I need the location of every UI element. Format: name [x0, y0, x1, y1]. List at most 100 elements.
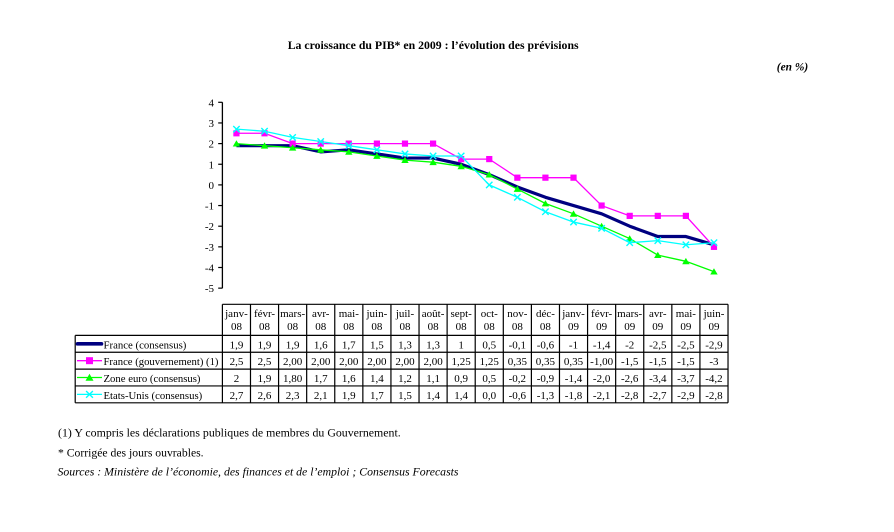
- svg-text:-2,5: -2,5: [677, 339, 695, 351]
- svg-text:08: 08: [371, 321, 383, 333]
- svg-text:-1,8: -1,8: [565, 390, 583, 402]
- svg-text:1,4: 1,4: [454, 390, 468, 402]
- svg-text:1,25: 1,25: [452, 356, 472, 368]
- svg-text:juin-: juin-: [365, 308, 387, 320]
- svg-text:janv-: janv-: [561, 308, 585, 320]
- svg-text:08: 08: [456, 321, 468, 333]
- svg-text:-2,9: -2,9: [705, 339, 723, 351]
- svg-text:1,9: 1,9: [230, 339, 244, 351]
- svg-text:janv-: janv-: [224, 308, 248, 320]
- svg-text:4: 4: [209, 97, 215, 109]
- svg-text:juil-: juil-: [395, 308, 415, 320]
- svg-text:0,5: 0,5: [482, 373, 496, 385]
- svg-text:1,9: 1,9: [286, 339, 300, 351]
- svg-text:La croissance du PIB* en 2009: La croissance du PIB* en 2009 : l’évolut…: [288, 38, 579, 52]
- svg-text:2,1: 2,1: [314, 390, 328, 402]
- svg-text:-5: -5: [205, 283, 215, 295]
- svg-text:-2: -2: [625, 339, 634, 351]
- svg-text:avr-: avr-: [312, 308, 330, 320]
- svg-text:-3: -3: [709, 356, 719, 368]
- svg-text:avr-: avr-: [649, 308, 667, 320]
- svg-text:1,9: 1,9: [258, 339, 272, 351]
- svg-text:déc-: déc-: [536, 308, 555, 320]
- svg-text:-0,2: -0,2: [509, 373, 526, 385]
- svg-text:mai-: mai-: [339, 308, 359, 320]
- svg-text:2,7: 2,7: [230, 390, 244, 402]
- svg-text:2,6: 2,6: [258, 390, 272, 402]
- svg-text:2,00: 2,00: [311, 356, 331, 368]
- svg-text:-1,4: -1,4: [565, 373, 583, 385]
- svg-text:09: 09: [652, 321, 664, 333]
- svg-text:France (consensus): France (consensus): [104, 339, 187, 351]
- svg-text:1,7: 1,7: [342, 339, 356, 351]
- svg-text:08: 08: [484, 321, 496, 333]
- svg-text:-3,4: -3,4: [649, 373, 667, 385]
- svg-text:-1,5: -1,5: [677, 356, 695, 368]
- svg-text:08: 08: [512, 321, 524, 333]
- svg-text:août-: août-: [422, 308, 445, 320]
- svg-text:2,00: 2,00: [283, 356, 303, 368]
- svg-text:1,2: 1,2: [398, 373, 412, 385]
- svg-text:0,35: 0,35: [508, 356, 528, 368]
- svg-text:08: 08: [231, 321, 243, 333]
- svg-text:1,80: 1,80: [283, 373, 303, 385]
- svg-text:09: 09: [596, 321, 608, 333]
- svg-text:09: 09: [624, 321, 636, 333]
- svg-text:juin-: juin-: [703, 308, 725, 320]
- svg-text:-1,5: -1,5: [649, 356, 667, 368]
- svg-text:2,00: 2,00: [423, 356, 443, 368]
- svg-text:2,00: 2,00: [395, 356, 415, 368]
- svg-text:-1,4: -1,4: [593, 339, 611, 351]
- svg-text:1,4: 1,4: [426, 390, 440, 402]
- svg-text:-2,8: -2,8: [705, 390, 723, 402]
- svg-text:1,5: 1,5: [398, 390, 412, 402]
- svg-text:09: 09: [708, 321, 720, 333]
- svg-text:-1,3: -1,3: [537, 390, 555, 402]
- svg-text:-0,6: -0,6: [509, 390, 527, 402]
- svg-text:1: 1: [458, 339, 464, 351]
- svg-text:2,3: 2,3: [286, 390, 300, 402]
- svg-text:08: 08: [540, 321, 552, 333]
- svg-text:08: 08: [343, 321, 355, 333]
- svg-text:-2,5: -2,5: [649, 339, 667, 351]
- svg-text:1,9: 1,9: [342, 390, 356, 402]
- svg-text:-3,7: -3,7: [677, 373, 695, 385]
- svg-text:Etats-Unis (consensus): Etats-Unis (consensus): [104, 390, 203, 402]
- svg-text:1,7: 1,7: [370, 390, 384, 402]
- svg-text:-2,7: -2,7: [649, 390, 667, 402]
- svg-text:févr-: févr-: [254, 308, 275, 320]
- svg-text:mars-: mars-: [280, 308, 305, 320]
- svg-text:-2,6: -2,6: [621, 373, 639, 385]
- svg-text:0,35: 0,35: [564, 356, 584, 368]
- svg-text:nov-: nov-: [507, 308, 528, 320]
- svg-text:-1: -1: [205, 201, 214, 213]
- svg-text:1,9: 1,9: [258, 373, 272, 385]
- svg-text:-0,6: -0,6: [537, 339, 555, 351]
- svg-text:févr-: févr-: [591, 308, 612, 320]
- svg-text:oct-: oct-: [481, 308, 498, 320]
- svg-text:3: 3: [209, 118, 215, 130]
- svg-text:mars-: mars-: [617, 308, 642, 320]
- svg-text:08: 08: [287, 321, 299, 333]
- svg-text:-0,9: -0,9: [537, 373, 555, 385]
- svg-text:* Corrigée des jours ouvrables: * Corrigée des jours ouvrables.: [58, 445, 204, 459]
- svg-text:2,5: 2,5: [258, 356, 272, 368]
- svg-text:2: 2: [209, 139, 215, 151]
- svg-text:08: 08: [428, 321, 440, 333]
- svg-text:2,00: 2,00: [339, 356, 359, 368]
- svg-text:1,3: 1,3: [398, 339, 412, 351]
- svg-text:sept-: sept-: [450, 308, 472, 320]
- svg-text:1,5: 1,5: [370, 339, 384, 351]
- svg-text:Zone euro (consensus): Zone euro (consensus): [104, 373, 201, 385]
- svg-text:-4: -4: [205, 263, 215, 275]
- svg-text:1,6: 1,6: [342, 373, 356, 385]
- svg-text:0,9: 0,9: [454, 373, 468, 385]
- svg-text:0,35: 0,35: [536, 356, 556, 368]
- svg-text:-2: -2: [205, 221, 214, 233]
- svg-text:Sources : Ministère de l’écono: Sources : Ministère de l’économie, des f…: [58, 464, 459, 478]
- svg-text:2,5: 2,5: [230, 356, 244, 368]
- svg-text:08: 08: [315, 321, 327, 333]
- svg-text:-2,8: -2,8: [621, 390, 639, 402]
- svg-text:0,5: 0,5: [482, 339, 496, 351]
- svg-text:09: 09: [568, 321, 580, 333]
